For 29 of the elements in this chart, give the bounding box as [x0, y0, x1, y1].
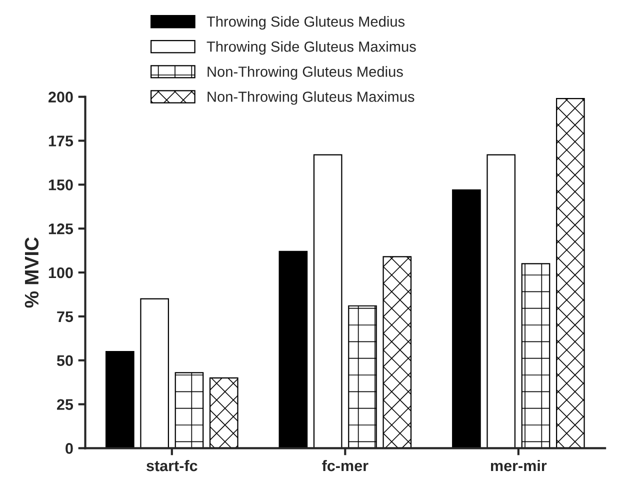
y-tick-label: 200 — [48, 92, 73, 102]
legend-label: Throwing Side Gluteus Medius — [206, 16, 405, 30]
bar — [486, 154, 516, 448]
bar — [174, 372, 204, 448]
y-tick-label: 100 — [48, 267, 73, 278]
x-tick-label: mer-mir — [490, 460, 547, 472]
bar — [278, 250, 308, 448]
legend-label: Throwing Side Gluteus Maximus — [206, 41, 416, 55]
bar — [106, 351, 134, 448]
y-tick-label: 150 — [48, 180, 73, 190]
bar — [556, 98, 585, 448]
y-tick-label: 25 — [57, 399, 74, 410]
y-tick-label: 50 — [56, 355, 73, 366]
legend-label: Non-Throwing Gluteus Maximus — [208, 91, 414, 105]
bar — [521, 263, 550, 448]
bar — [382, 256, 412, 448]
y-tick-label: 0 — [66, 443, 73, 454]
x-tick-label: fc-mer — [322, 460, 368, 472]
y-tick-label: 175 — [48, 136, 74, 146]
bar — [209, 377, 238, 448]
bar — [313, 154, 342, 448]
bar — [348, 305, 377, 448]
y-tick-label: 75 — [57, 311, 74, 322]
y-axis-title: % MVIC — [24, 237, 39, 308]
y-tick-label: 125 — [48, 223, 74, 234]
legend-label: Non-Throwing Gluteus Medius — [208, 66, 403, 80]
bar — [140, 298, 169, 448]
x-tick-label: start-fc — [146, 460, 198, 472]
bar — [452, 189, 481, 448]
